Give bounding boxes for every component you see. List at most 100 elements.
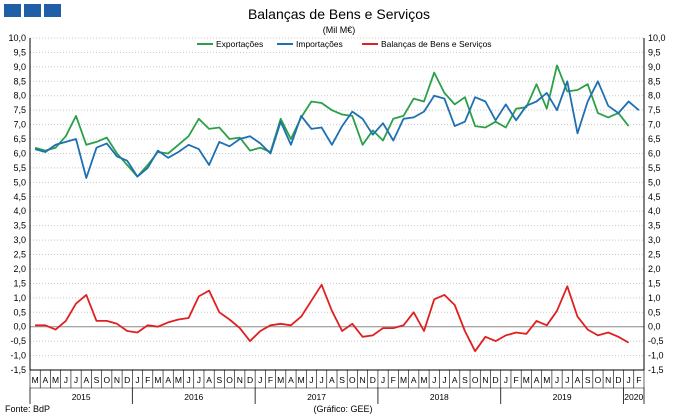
- series-line-1: [34, 80, 640, 179]
- x-tick-label: J: [64, 375, 68, 385]
- x-tick-label: J: [135, 375, 139, 385]
- x-tick-label: J: [309, 375, 313, 385]
- x-tick-label: N: [360, 375, 366, 385]
- x-tick-label: F: [268, 375, 273, 385]
- y-tick-label-right: 1,0: [648, 293, 661, 303]
- x-tick-label: A: [452, 375, 458, 385]
- chart-title: Balanças de Bens e Serviços: [248, 6, 430, 22]
- y-tick-label-right: 0,5: [648, 307, 661, 317]
- logo-square: [4, 4, 21, 17]
- y-tick-label-left: -1,5: [10, 365, 26, 375]
- x-tick-label: J: [320, 375, 324, 385]
- y-tick-label-left: 0,0: [13, 322, 26, 332]
- y-tick-label-left: 9,0: [13, 62, 26, 72]
- year-label: 2018: [430, 392, 449, 402]
- x-tick-label: A: [329, 375, 335, 385]
- x-tick-label: O: [226, 375, 233, 385]
- y-tick-label-right: 4,0: [648, 206, 661, 216]
- series-line-2: [35, 283, 630, 353]
- y-tick-label-left: 1,5: [13, 278, 26, 288]
- y-tick-label-left: 0,5: [13, 307, 26, 317]
- x-tick-label: M: [420, 375, 427, 385]
- y-tick-label-right: 1,5: [648, 278, 661, 288]
- x-tick-label: M: [52, 375, 59, 385]
- y-tick-label-right: 5,5: [648, 163, 661, 173]
- x-tick-label: S: [339, 375, 345, 385]
- y-tick-label-right: 7,0: [648, 120, 661, 130]
- x-tick-label: A: [575, 375, 581, 385]
- y-tick-label-right: 8,5: [648, 76, 661, 86]
- x-tick-label: J: [627, 375, 631, 385]
- logo-square: [44, 4, 61, 17]
- y-tick-label-right: 6,5: [648, 134, 661, 144]
- logo-square: [24, 4, 41, 17]
- y-tick-label-left: 9,5: [13, 47, 26, 57]
- legend-label: Importações: [296, 39, 343, 49]
- year-label: 2017: [307, 392, 326, 402]
- y-tick-label-left: 1,0: [13, 293, 26, 303]
- y-tick-label-left: 8,0: [13, 91, 26, 101]
- x-tick-label: N: [482, 375, 488, 385]
- x-tick-label: M: [32, 375, 39, 385]
- y-tick-label-right: 2,0: [648, 264, 661, 274]
- x-tick-label: F: [636, 375, 641, 385]
- y-tick-label-right: -0,5: [648, 336, 664, 346]
- x-tick-label: D: [124, 375, 130, 385]
- x-tick-label: A: [165, 375, 171, 385]
- x-tick-label: F: [145, 375, 150, 385]
- x-tick-label: S: [462, 375, 468, 385]
- legend-label: Balanças de Bens e Serviços: [381, 39, 492, 49]
- y-tick-label-left: 8,5: [13, 76, 26, 86]
- x-tick-label: F: [391, 375, 396, 385]
- y-axis-left: 10,0 9,5 9,0 8,5 8,0 7,5 7,0 6,5 6,0 5,5 5,0 4,5 4,0…: [8, 33, 26, 375]
- x-tick-label: J: [74, 375, 78, 385]
- x-tick-label: F: [513, 375, 518, 385]
- x-tick-label: J: [381, 375, 385, 385]
- y-tick-label-right: 3,5: [648, 221, 661, 231]
- y-tick-label-left: 5,0: [13, 177, 26, 187]
- y-tick-label-left: 2,0: [13, 264, 26, 274]
- y-tick-label-left: 4,5: [13, 192, 26, 202]
- y-tick-label-right: 2,5: [648, 250, 661, 260]
- y-tick-label-right: 3,0: [648, 235, 661, 245]
- y-tick-label-right: 9,5: [648, 47, 661, 57]
- y-tick-label-left: 7,0: [13, 120, 26, 130]
- x-tick-label: J: [504, 375, 508, 385]
- x-tick-label: O: [103, 375, 110, 385]
- y-tick-label-right: 7,5: [648, 105, 661, 115]
- x-tick-label: A: [83, 375, 89, 385]
- y-tick-label-left: 3,5: [13, 221, 26, 231]
- x-tick-label: N: [237, 375, 243, 385]
- x-tick-label: A: [534, 375, 540, 385]
- x-tick-label: M: [175, 375, 182, 385]
- x-tick-label: M: [543, 375, 550, 385]
- source-note: Fonte: BdP: [5, 404, 50, 414]
- chart-subtitle: (Mil M€): [323, 25, 356, 35]
- brand-logo: [4, 4, 61, 17]
- y-tick-label-right: 9,0: [648, 62, 661, 72]
- y-tick-label-left: 6,0: [13, 148, 26, 158]
- x-tick-label: J: [555, 375, 559, 385]
- x-tick-label: N: [114, 375, 120, 385]
- y-tick-label-left: 7,5: [13, 105, 26, 115]
- x-tick-label: M: [154, 375, 161, 385]
- credit-note: (Gráfico: GEE): [313, 404, 372, 414]
- x-tick-label: J: [432, 375, 436, 385]
- y-tick-label-right: 4,5: [648, 192, 661, 202]
- y-tick-label-right: -1,5: [648, 365, 664, 375]
- series-group: [34, 64, 640, 353]
- y-tick-label-right: -1,0: [648, 351, 664, 361]
- y-tick-label-left: -0,5: [10, 336, 26, 346]
- x-tick-label: A: [288, 375, 294, 385]
- y-tick-label-right: 6,0: [648, 148, 661, 158]
- x-tick-label: D: [493, 375, 499, 385]
- year-label: 2016: [184, 392, 203, 402]
- y-tick-label-left: 10,0: [8, 33, 26, 43]
- y-tick-label-left: -1,0: [10, 351, 26, 361]
- x-tick-label: N: [605, 375, 611, 385]
- y-tick-label-right: 8,0: [648, 91, 661, 101]
- year-label: 2019: [553, 392, 572, 402]
- y-tick-label-right: 5,0: [648, 177, 661, 187]
